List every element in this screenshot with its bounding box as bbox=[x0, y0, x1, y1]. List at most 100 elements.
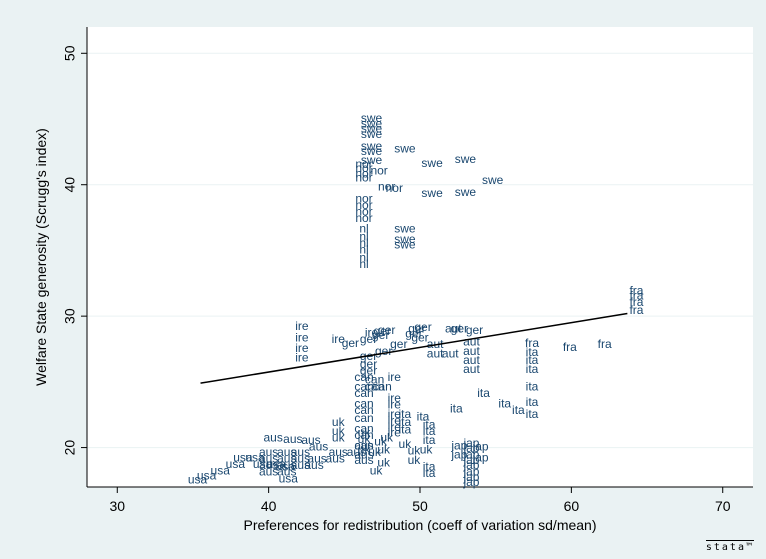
data-point-ire: ire bbox=[388, 398, 402, 412]
y-tick-label: 50 bbox=[62, 45, 78, 61]
data-point-swe: swe bbox=[455, 152, 477, 166]
data-point-swe: swe bbox=[394, 222, 416, 236]
data-point-ger: ger bbox=[378, 323, 395, 337]
grid-lines bbox=[87, 52, 753, 449]
data-point-aus: aus bbox=[291, 458, 310, 472]
x-tick-label: 40 bbox=[261, 498, 277, 514]
data-point-uk: uk bbox=[408, 444, 422, 458]
data-point-nor: nor bbox=[355, 157, 372, 171]
data-point-ger: ger bbox=[360, 332, 377, 346]
data-point-uk: uk bbox=[377, 442, 391, 456]
data-point-aut: aut bbox=[442, 346, 459, 360]
data-point-nor: nor bbox=[355, 204, 372, 218]
data-point-ger: ger bbox=[360, 364, 377, 378]
x-tick-label: 50 bbox=[412, 498, 428, 514]
data-point-fra: fra bbox=[563, 340, 577, 354]
data-point-uk: uk bbox=[370, 463, 384, 477]
data-point-usa: usa bbox=[279, 471, 299, 485]
data-point-aus: aus bbox=[291, 445, 310, 459]
data-point-aus: aus bbox=[259, 445, 278, 459]
fit-line bbox=[200, 312, 628, 384]
data-point-jap: jap bbox=[462, 436, 479, 450]
data-point-ita: ita bbox=[526, 345, 539, 359]
data-point-ita: ita bbox=[526, 395, 539, 409]
data-point-nor: nor bbox=[355, 211, 372, 225]
data-point-uk: uk bbox=[332, 431, 346, 445]
data-point-can: can bbox=[354, 386, 373, 400]
data-point-usa: usa bbox=[276, 459, 296, 473]
data-point-uk: uk bbox=[399, 437, 413, 451]
data-point-fra: fra bbox=[629, 295, 643, 309]
x-tick-label: 70 bbox=[715, 498, 731, 514]
data-point-uk: uk bbox=[368, 445, 382, 459]
data-point-nl: nl bbox=[359, 222, 368, 236]
axes: 30 40 50 60 70 20 30 40 50 bbox=[62, 27, 753, 514]
data-point-swe: swe bbox=[361, 111, 383, 125]
data-point-ita: ita bbox=[477, 386, 490, 400]
data-point-ita: ita bbox=[423, 459, 436, 473]
data-point-aus: aus bbox=[259, 458, 278, 472]
data-point-aus: aus bbox=[259, 452, 278, 466]
data-point-aus: aus bbox=[277, 465, 296, 479]
data-point-jap: jap bbox=[462, 448, 479, 462]
data-point-ger: ger bbox=[414, 320, 431, 334]
data-point-swe: swe bbox=[394, 141, 416, 155]
data-point-can: can bbox=[354, 421, 373, 435]
data-point-fra: fra bbox=[629, 283, 643, 297]
data-point-aus: aus bbox=[329, 445, 348, 459]
data-point-ita: ita bbox=[399, 407, 412, 421]
data-point-nl: nl bbox=[359, 243, 368, 257]
data-point-ire: ire bbox=[295, 319, 309, 333]
data-point-usa: usa bbox=[226, 457, 246, 471]
data-point-uk: uk bbox=[420, 442, 434, 456]
data-point-ire: ire bbox=[295, 341, 309, 355]
data-point-ger: ger bbox=[360, 357, 377, 371]
data-point-ire: ire bbox=[388, 425, 402, 439]
data-point-nor: nor bbox=[355, 170, 372, 184]
x-tick-label: 30 bbox=[109, 498, 125, 514]
data-point-aus: aus bbox=[277, 452, 296, 466]
data-point-aut: aut bbox=[463, 353, 480, 367]
data-point-aus: aus bbox=[354, 438, 373, 452]
data-point-swe: swe bbox=[421, 156, 443, 170]
data-point-nor: nor bbox=[355, 166, 372, 180]
data-point-usa: usa bbox=[197, 469, 217, 483]
data-point-ger: ger bbox=[373, 324, 390, 338]
data-point-ita: ita bbox=[423, 433, 436, 447]
data-point-nl: nl bbox=[359, 229, 368, 243]
data-point-ita: ita bbox=[399, 415, 412, 429]
data-point-ita: ita bbox=[417, 410, 430, 424]
data-point-uk: uk bbox=[380, 431, 394, 445]
data-point-nor: nor bbox=[355, 191, 372, 205]
data-point-jap: jap bbox=[462, 475, 479, 489]
data-point-nl: nl bbox=[359, 257, 368, 271]
data-point-can: can bbox=[354, 403, 373, 417]
data-point-swe: swe bbox=[361, 144, 383, 158]
data-point-aus: aus bbox=[347, 445, 366, 459]
data-point-aut: aut bbox=[445, 321, 462, 335]
data-point-swe: swe bbox=[361, 122, 383, 136]
data-point-fra: fra bbox=[629, 303, 643, 317]
data-point-aut: aut bbox=[427, 346, 444, 360]
data-point-can: can bbox=[365, 373, 384, 387]
data-point-can: can bbox=[365, 379, 384, 393]
data-point-can: can bbox=[354, 428, 373, 442]
data-point-jap: jap bbox=[472, 450, 489, 464]
data-point-ire: ire bbox=[388, 407, 402, 421]
data-point-swe: swe bbox=[394, 232, 416, 246]
data-point-can: can bbox=[354, 411, 373, 425]
data-point-aus: aus bbox=[354, 448, 373, 462]
data-point-ger: ger bbox=[405, 327, 422, 341]
data-point-ita: ita bbox=[423, 417, 436, 431]
data-point-nor: nor bbox=[355, 161, 372, 175]
data-point-nor: nor bbox=[378, 180, 395, 194]
data-point-swe: swe bbox=[361, 116, 383, 130]
fit-line-group bbox=[200, 312, 628, 384]
data-point-nor: nor bbox=[386, 181, 403, 195]
data-point-fra: fra bbox=[525, 336, 539, 350]
data-point-ita: ita bbox=[526, 353, 539, 367]
data-point-nl: nl bbox=[359, 236, 368, 250]
x-axis-title: Preferences for redistribution (coeff of… bbox=[243, 517, 596, 533]
